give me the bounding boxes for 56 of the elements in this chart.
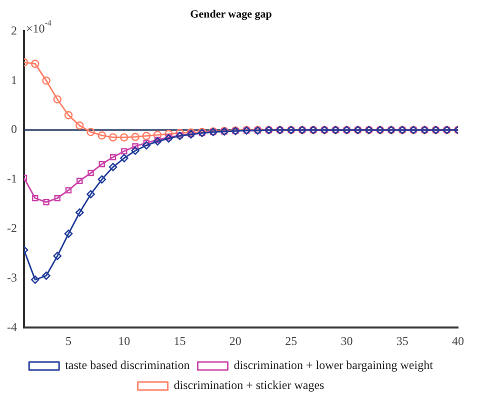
x-tick-label: 20 bbox=[229, 334, 242, 348]
point bbox=[53, 95, 62, 104]
point bbox=[98, 160, 106, 168]
point bbox=[76, 178, 83, 184]
point bbox=[75, 121, 84, 130]
point bbox=[65, 187, 72, 194]
y-tick-label: 2 bbox=[10, 23, 17, 38]
point bbox=[120, 154, 128, 162]
point bbox=[30, 276, 40, 284]
point bbox=[110, 154, 116, 160]
chart-title: Gender wage gap bbox=[190, 8, 272, 20]
point bbox=[43, 199, 50, 206]
point bbox=[108, 133, 118, 142]
point bbox=[30, 60, 40, 68]
point bbox=[121, 148, 128, 154]
x-tick-label: 10 bbox=[118, 334, 130, 348]
y-tick-label: -4 bbox=[6, 320, 17, 334]
x-tick-label: 5 bbox=[66, 334, 72, 348]
point bbox=[88, 170, 94, 176]
point bbox=[142, 132, 151, 140]
legend-label: taste based discrimination bbox=[65, 358, 190, 372]
point bbox=[32, 195, 38, 202]
y-tick-label: -3 bbox=[6, 270, 17, 284]
point bbox=[153, 137, 162, 146]
y-tick-label: -1 bbox=[6, 172, 17, 186]
point bbox=[86, 190, 95, 198]
x-tick-label: 40 bbox=[452, 334, 464, 348]
point bbox=[98, 175, 106, 184]
point bbox=[131, 146, 140, 155]
legend-label: discrimination + lower bargaining weight bbox=[234, 358, 434, 372]
point bbox=[42, 272, 50, 280]
point bbox=[154, 136, 161, 144]
x-tick-label: 25 bbox=[285, 334, 298, 348]
point bbox=[64, 230, 73, 238]
x-tick-label: 35 bbox=[396, 334, 408, 348]
point bbox=[54, 195, 61, 202]
point bbox=[86, 128, 95, 136]
y-tick-label: -2 bbox=[6, 220, 17, 235]
point bbox=[75, 208, 84, 217]
point bbox=[98, 131, 106, 140]
point bbox=[108, 162, 118, 172]
point bbox=[131, 132, 140, 142]
x-tick-label: 30 bbox=[340, 334, 353, 348]
point bbox=[120, 133, 128, 142]
point bbox=[176, 128, 184, 138]
point bbox=[53, 252, 62, 260]
legend-label: discrimination + stickier wages bbox=[174, 378, 325, 392]
point bbox=[42, 76, 50, 85]
point bbox=[143, 140, 150, 146]
x-tick-label: 15 bbox=[174, 334, 186, 348]
y-tick-label: 0 bbox=[10, 122, 17, 136]
point bbox=[132, 143, 138, 150]
point bbox=[153, 130, 162, 140]
point bbox=[142, 141, 151, 150]
point bbox=[64, 111, 73, 120]
y-tick-label: 1 bbox=[10, 72, 17, 87]
